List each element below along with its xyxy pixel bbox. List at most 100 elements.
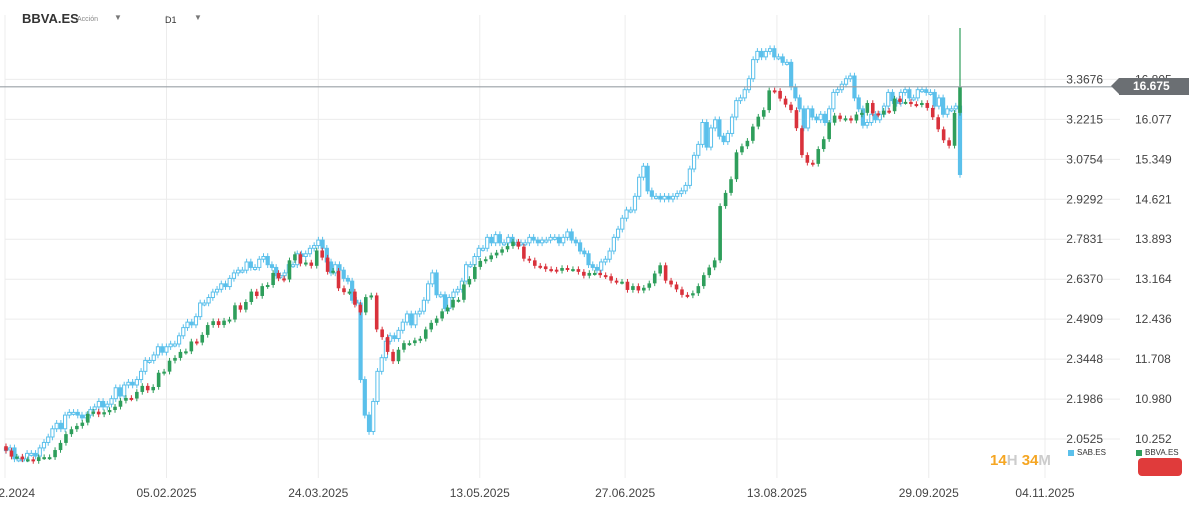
- candle-countdown: 14H 34M: [990, 452, 1051, 469]
- sab-candle-body: [603, 258, 608, 263]
- right-axis-tick-label: 12.436: [1135, 312, 1172, 326]
- bbva-candle-body: [870, 102, 875, 114]
- bbva-candle-body: [85, 413, 90, 423]
- legend-sab-swatch: [1068, 449, 1074, 456]
- bbva-candle-body: [238, 305, 243, 310]
- bbva-candle-body: [227, 319, 232, 322]
- sab-candle-body: [193, 316, 199, 326]
- sab-candle-body: [506, 236, 511, 244]
- bbva-candle-body: [304, 262, 308, 265]
- sab-candle-body: [206, 297, 211, 304]
- sab-candle-body: [911, 97, 916, 101]
- bbva-candle-body: [396, 349, 401, 362]
- bbva-candle-body: [609, 276, 613, 281]
- bbva-candle-body: [200, 334, 205, 343]
- bbva-candle-body: [614, 280, 619, 283]
- bbva-candle-body: [9, 450, 14, 457]
- bbva-candle-body: [658, 265, 662, 274]
- bbva-candle-body: [445, 307, 450, 312]
- bbva-candle-body: [233, 305, 237, 320]
- sab-candle-body: [434, 272, 439, 296]
- sab-candle-body: [29, 452, 34, 456]
- sab-candle-body: [607, 250, 612, 260]
- sab-candle-body: [759, 50, 764, 58]
- bbva-candle-body: [473, 266, 477, 279]
- sab-candle-body: [772, 48, 777, 58]
- sab-candle-body: [696, 143, 701, 156]
- legend-bbva-swatch: [1136, 449, 1142, 456]
- bbva-candle-body: [178, 351, 183, 358]
- bbva-candle-body: [761, 110, 766, 117]
- sab-candle-body: [641, 165, 646, 178]
- bbva-candle-body: [914, 104, 919, 107]
- sab-candle-body: [502, 242, 507, 246]
- sab-candle-body: [590, 264, 595, 268]
- sab-candle-body: [734, 100, 739, 118]
- bbva-candle-body: [598, 272, 603, 276]
- sab-candle-body: [767, 48, 773, 52]
- sab-candle-body: [869, 113, 874, 124]
- bbva-candle-body: [440, 311, 444, 319]
- sab-candle-body: [679, 190, 684, 195]
- bbva-candle-body: [107, 410, 112, 413]
- bbva-candle-body: [287, 260, 292, 280]
- sab-candle-body: [468, 264, 473, 268]
- bbva-candle-body: [167, 360, 172, 372]
- sab-candle-body: [649, 190, 654, 197]
- bbva-candle-body: [478, 260, 483, 267]
- bbva-candle-body: [249, 291, 254, 303]
- bbva-candle-body: [854, 114, 859, 121]
- sab-candle-body: [210, 291, 215, 299]
- left-axis-tick-label: 3.0754: [1066, 152, 1103, 166]
- bbva-candle-body: [876, 113, 881, 116]
- bbva-candle-body: [603, 275, 608, 278]
- sab-candle-body: [379, 357, 384, 372]
- bbva-candle-body: [936, 117, 940, 130]
- chevron-down-icon[interactable]: ▼: [194, 13, 202, 22]
- sab-candle-body: [345, 277, 351, 282]
- left-axis-tick-label: 3.3676: [1066, 72, 1103, 86]
- symbol-selector[interactable]: BBVA.ES: [22, 11, 79, 26]
- sab-candle-body: [713, 119, 718, 129]
- sab-candle-body: [628, 209, 633, 213]
- sab-candle-body: [523, 242, 528, 246]
- bbva-candle-body: [898, 98, 902, 102]
- sab-candle-body: [797, 97, 802, 110]
- bbva-candle-body: [800, 128, 804, 156]
- sab-candle-body: [25, 452, 30, 460]
- sab-candle-body: [738, 97, 743, 102]
- timeframe-selector[interactable]: D1: [165, 15, 177, 25]
- sab-candle-body: [941, 97, 946, 115]
- bbva-candle-body: [80, 422, 85, 426]
- sab-candle-body: [392, 335, 397, 340]
- sab-candle-body: [856, 97, 861, 110]
- sab-candle-body: [670, 195, 676, 200]
- sab-candle-body: [46, 436, 51, 443]
- bbva-candle-body: [740, 146, 744, 153]
- sab-candle-body: [928, 91, 933, 95]
- remove-series-button[interactable]: [1138, 458, 1182, 476]
- x-tick-label: 24.03.2025: [288, 486, 348, 500]
- sab-candle-body: [143, 359, 148, 372]
- sab-candle-body: [493, 234, 498, 244]
- sab-candle-body: [214, 288, 220, 293]
- bbva-candle-body: [620, 281, 624, 284]
- sab-candle-body: [658, 195, 663, 200]
- chevron-down-icon[interactable]: ▼: [114, 13, 122, 22]
- bbva-candle-body: [952, 112, 957, 146]
- sab-candle-body: [282, 272, 287, 277]
- sab-candle-body: [451, 291, 456, 299]
- legend-sab[interactable]: SAB.ES: [1068, 448, 1106, 457]
- bbva-candle-body: [4, 446, 8, 451]
- bbva-candle-body: [816, 149, 821, 164]
- bbva-candle-body: [647, 283, 652, 288]
- bbva-candle-body: [685, 294, 690, 297]
- bbva-candle-body: [36, 457, 41, 462]
- bbva-candle-body: [832, 115, 837, 123]
- legend-bbva[interactable]: BBVA.ES: [1136, 448, 1184, 457]
- sab-candle-body: [531, 236, 536, 241]
- sab-candle-body: [949, 108, 954, 112]
- bbva-candle-body: [494, 252, 499, 256]
